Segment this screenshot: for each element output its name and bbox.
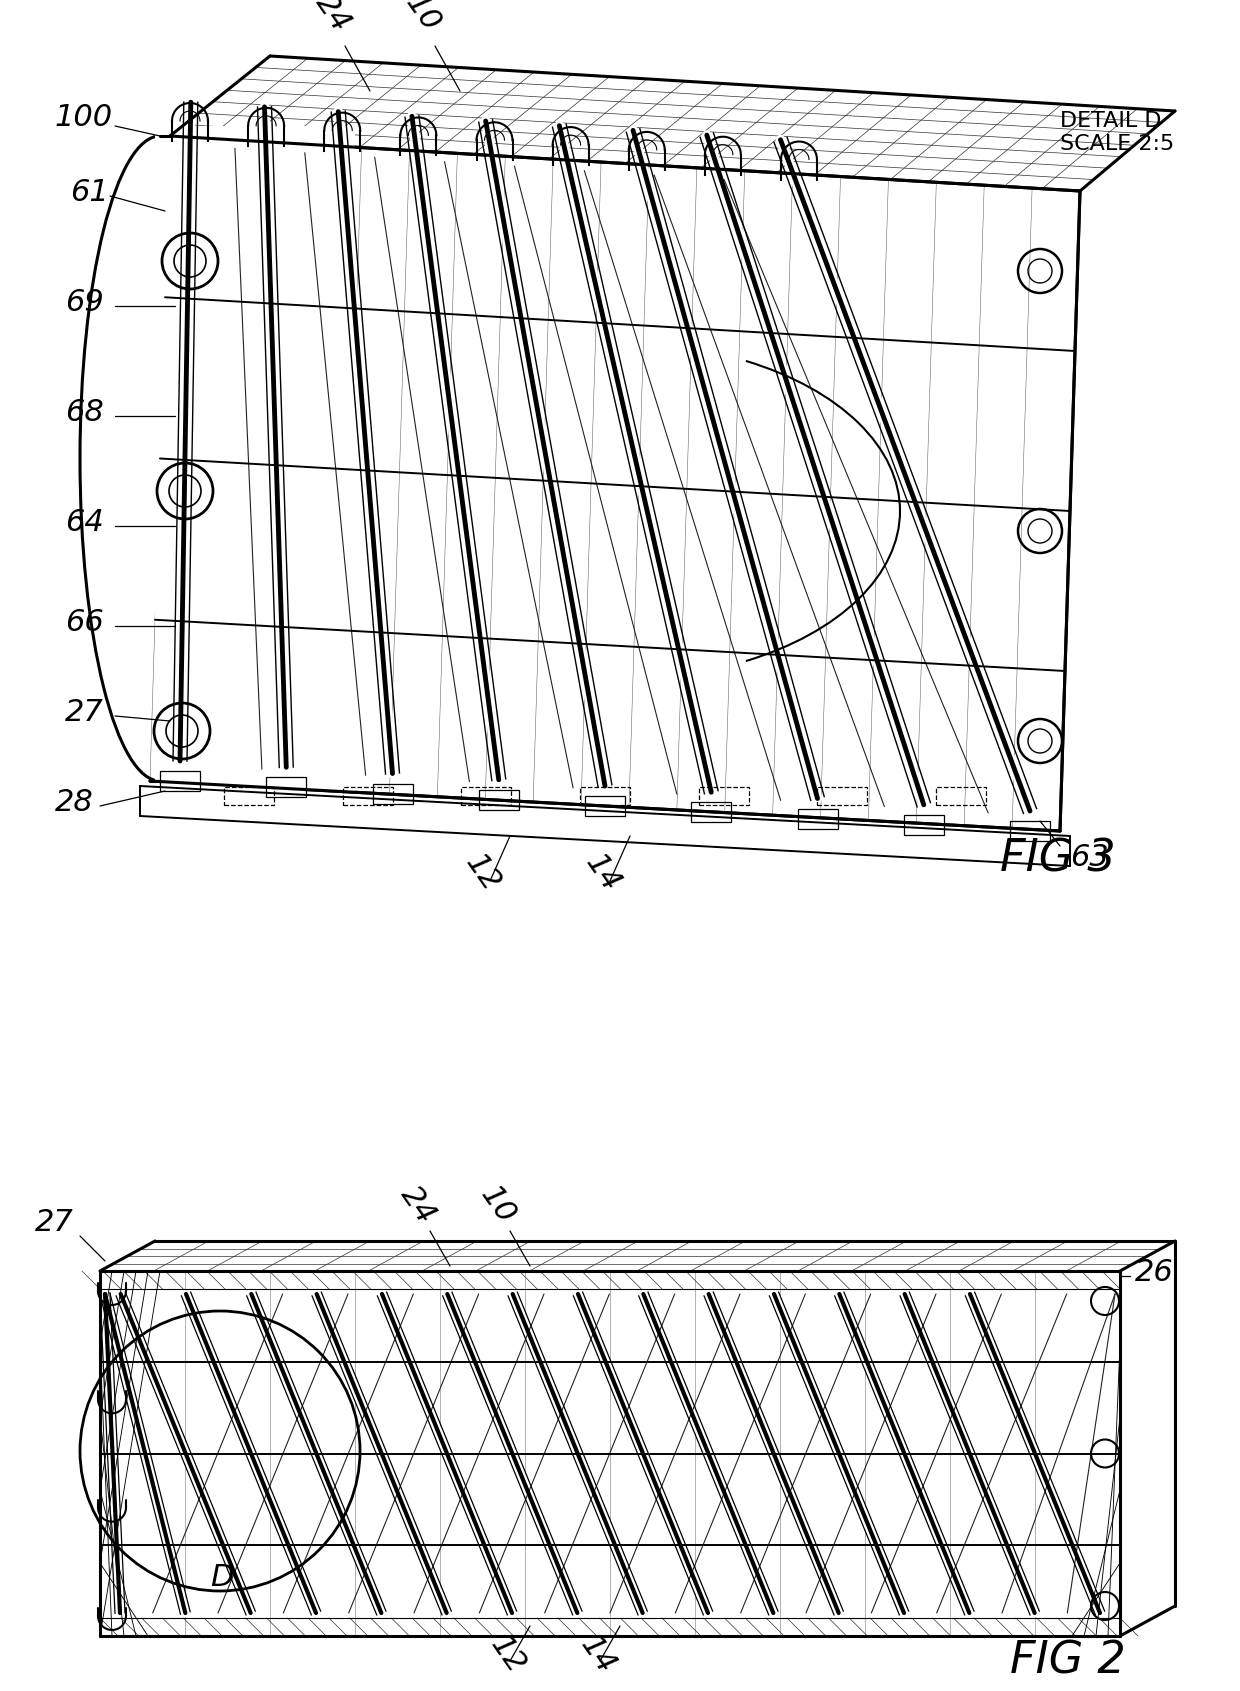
Text: 26: 26 (1135, 1258, 1174, 1287)
Bar (155, 127, 355, 791)
Bar (479, 790, 518, 810)
Text: 28: 28 (55, 788, 94, 817)
Text: 10: 10 (475, 1180, 521, 1229)
Text: 27: 27 (64, 698, 104, 727)
Bar (698, 786, 749, 805)
Text: 69: 69 (64, 287, 104, 316)
Text: 10: 10 (401, 0, 446, 37)
Bar (461, 786, 511, 805)
Bar (160, 771, 200, 791)
Text: D: D (210, 1562, 233, 1591)
Text: DETAIL D
SCALE 2:5: DETAIL D SCALE 2:5 (1060, 112, 1174, 154)
Text: 24: 24 (396, 1180, 441, 1229)
Bar (267, 778, 306, 796)
Text: 61: 61 (69, 178, 109, 206)
Bar (342, 786, 393, 805)
Text: 24: 24 (310, 0, 356, 37)
Text: 66: 66 (64, 609, 104, 638)
Text: 12: 12 (460, 849, 506, 896)
Text: 14: 14 (580, 849, 626, 896)
Bar (1011, 822, 1050, 840)
Text: 100: 100 (55, 103, 113, 132)
Bar (585, 796, 625, 817)
Bar (691, 802, 732, 822)
Text: 27: 27 (35, 1207, 73, 1238)
Bar (817, 786, 867, 805)
Text: FIG 2: FIG 2 (1011, 1639, 1126, 1683)
Bar (372, 783, 413, 803)
Bar (904, 815, 944, 835)
Bar (224, 786, 274, 805)
Text: FIG 3: FIG 3 (999, 837, 1116, 879)
Text: 64: 64 (64, 507, 104, 538)
Bar (580, 786, 630, 805)
Bar (797, 808, 837, 829)
Text: 68: 68 (64, 397, 104, 428)
Bar (936, 786, 986, 805)
Text: 14: 14 (575, 1630, 621, 1679)
Text: 63: 63 (1070, 844, 1109, 873)
Text: 12: 12 (485, 1630, 531, 1679)
